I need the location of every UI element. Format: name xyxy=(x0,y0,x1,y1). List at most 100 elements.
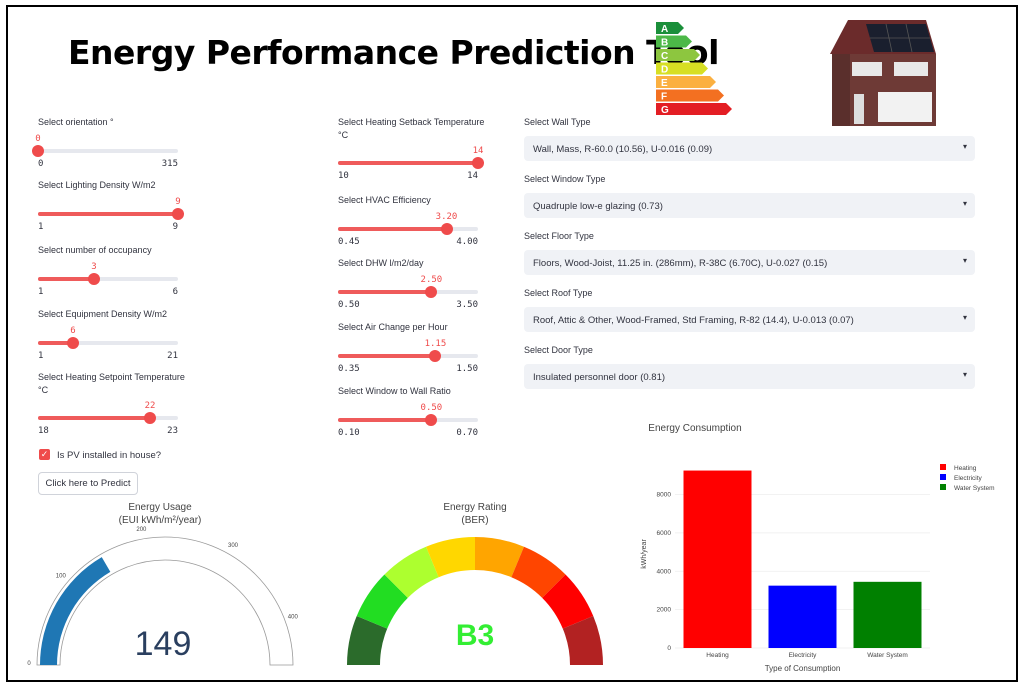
consumption-bar-chart: 0 2000 4000 6000 8000 Heating Electricity Water… xyxy=(641,464,995,673)
slider-thumb[interactable] xyxy=(429,350,442,362)
usage-gauge-tick: 400 xyxy=(288,614,299,620)
slider-thumb[interactable] xyxy=(144,412,156,424)
slider-track xyxy=(38,208,184,220)
rating-letter-F: F xyxy=(656,89,724,103)
slider-min: 0.45 xyxy=(338,237,360,247)
legend-swatch xyxy=(940,484,946,490)
mid-slider-label-0: Select Heating Setback Temperature xyxy=(338,117,485,127)
slider-thumb[interactable] xyxy=(88,273,100,285)
svg-text:C: C xyxy=(661,51,668,62)
slider-max: 3.50 xyxy=(456,300,478,310)
slider-thumb[interactable] xyxy=(32,145,44,157)
slider-thumb[interactable] xyxy=(172,208,184,220)
slider-value: 3.20 xyxy=(435,212,458,222)
svg-text:F: F xyxy=(661,92,667,103)
slider-value: 0 xyxy=(35,134,41,144)
usage-gauge-tick: 200 xyxy=(136,527,147,533)
usage-gauge-title: Energy Usage xyxy=(128,502,192,513)
select-value: Floors, Wood-Joist, 11.25 in. (286mm), R… xyxy=(533,258,828,269)
legend-label: Water System xyxy=(954,485,995,492)
slider-track xyxy=(338,414,478,426)
rating-gauge-band xyxy=(347,616,388,665)
slider-fill xyxy=(38,341,73,345)
mid-slider-2[interactable]: 2.50 0.50 3.50 xyxy=(338,274,478,314)
slider-min: 0.10 xyxy=(338,428,360,438)
slider-max: 4.00 xyxy=(456,237,478,247)
chevron-down-icon: ▾ xyxy=(962,313,967,322)
slider-max: 14 xyxy=(467,171,478,181)
slider-fill xyxy=(338,227,447,231)
mid-slider-4[interactable]: 0.50 0.10 0.70 xyxy=(338,402,478,442)
mid-slider-3[interactable]: 1.15 0.35 1.50 xyxy=(338,338,478,378)
usage-gauge-tick: 300 xyxy=(228,543,239,549)
legend-label: Heating xyxy=(954,465,977,472)
slider-value: 22 xyxy=(144,401,156,411)
rating-letter-E: E xyxy=(656,76,716,89)
pv-checkbox[interactable]: ✓ xyxy=(39,449,50,460)
left-slider-label-2: Select number of occupancy xyxy=(38,245,152,255)
rating-gauge-value: B3 xyxy=(456,619,494,652)
slider-track xyxy=(38,337,178,349)
legend-label: Electricity xyxy=(954,475,983,482)
select-label-1: Select Window Type xyxy=(524,174,606,184)
chevron-down-icon: ▾ xyxy=(962,199,967,208)
y-axis-label: kWh/year xyxy=(641,539,648,569)
usage-gauge-bar xyxy=(40,557,111,665)
select-box-1[interactable]: Quadruple low-e glazing (0.73) ▾ xyxy=(524,193,975,218)
select-label-0: Select Wall Type xyxy=(524,117,591,127)
left-slider-4[interactable]: 22 18 23 xyxy=(38,400,178,440)
slider-fill xyxy=(38,277,94,281)
rating-letter-G: G xyxy=(656,103,732,116)
rating-gauge-band xyxy=(511,546,566,598)
rating-gauge-band xyxy=(562,616,603,665)
slider-fill xyxy=(338,290,432,294)
slider-track xyxy=(338,350,478,362)
usage-gauge-value: 149 xyxy=(135,625,192,663)
svg-text:B: B xyxy=(661,38,668,49)
slider-thumb[interactable] xyxy=(440,223,453,235)
select-label-4: Select Door Type xyxy=(524,345,593,355)
select-box-2[interactable]: Floors, Wood-Joist, 11.25 in. (286mm), R… xyxy=(524,250,975,275)
slider-fill xyxy=(338,161,478,165)
page-title: Energy Performance Prediction Tool xyxy=(68,33,719,72)
slider-min: 10 xyxy=(338,171,349,181)
slider-value: 0.50 xyxy=(420,403,443,413)
slider-value: 3 xyxy=(91,262,97,272)
mid-slider-label-4: Select Window to Wall Ratio xyxy=(338,386,451,396)
mid-slider-label-3: Select Air Change per Hour xyxy=(338,322,448,332)
page-frame xyxy=(6,5,1018,682)
usage-gauge: 0 100 200 300 400 149 xyxy=(27,527,299,667)
select-box-4[interactable]: Insulated personnel door (0.81) ▾ xyxy=(524,364,975,389)
select-box-3[interactable]: Roof, Attic & Other, Wood-Framed, Std Fr… xyxy=(524,307,975,332)
left-slider-1[interactable]: 9 1 9 xyxy=(38,196,184,236)
slider-fill xyxy=(338,354,436,358)
rating-letter-C: C xyxy=(656,49,700,62)
slider-track xyxy=(338,286,478,298)
mid-slider-1[interactable]: 3.20 0.45 4.00 xyxy=(338,211,478,251)
left-slider-2[interactable]: 3 1 6 xyxy=(38,261,178,301)
slider-fill xyxy=(38,416,150,420)
y-tick-label: 2000 xyxy=(657,607,672,614)
usage-gauge-subtitle: (EUI kWh/m²/year) xyxy=(118,515,202,526)
slider-thumb[interactable] xyxy=(425,414,438,426)
predict-button[interactable]: Click here to Predict xyxy=(38,472,138,495)
slider-thumb[interactable] xyxy=(425,286,438,298)
slider-value: 6 xyxy=(70,326,76,336)
slider-track xyxy=(338,157,484,169)
slider-thumb[interactable] xyxy=(472,157,484,169)
slider-track xyxy=(32,145,178,157)
slider-min: 1 xyxy=(38,351,44,361)
left-slider-0[interactable]: 0 0 315 xyxy=(32,133,178,173)
left-slider-3[interactable]: 6 1 21 xyxy=(38,325,178,365)
rating-gauge-band xyxy=(356,574,408,629)
mid-slider-0[interactable]: 14 10 14 xyxy=(338,145,484,185)
select-box-0[interactable]: Wall, Mass, R-60.0 (10.56), U-0.016 (0.0… xyxy=(524,136,975,161)
slider-max: 0.70 xyxy=(456,428,478,438)
slider-thumb[interactable] xyxy=(67,337,79,349)
x-axis-label: Type of Consumption xyxy=(765,664,841,673)
slider-min: 0.35 xyxy=(338,364,360,374)
slider-max: 6 xyxy=(172,287,178,297)
slider-min: 18 xyxy=(38,426,49,436)
left-slider-label-0: Select orientation ° xyxy=(38,117,114,127)
